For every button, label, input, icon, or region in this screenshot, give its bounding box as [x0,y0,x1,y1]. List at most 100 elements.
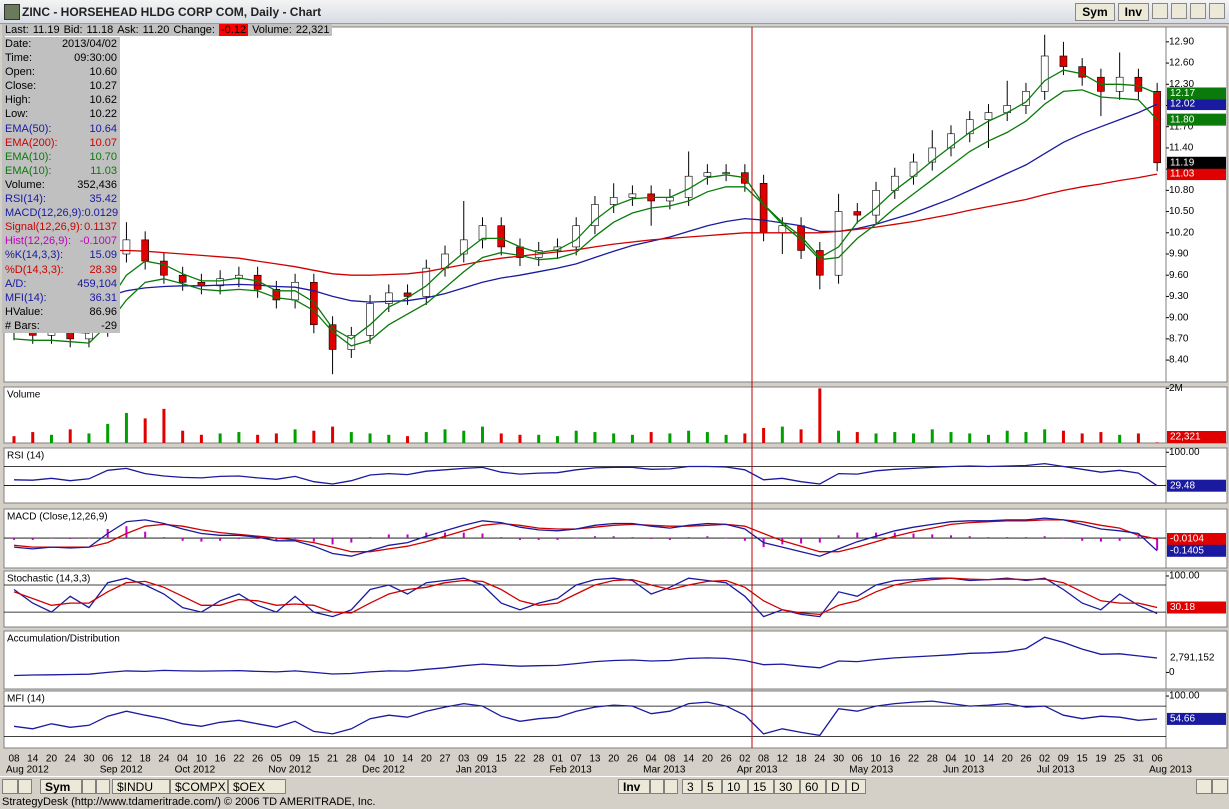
y-tick-label: 12.60 [1169,58,1194,69]
x-tick-label: 26 [1020,754,1032,765]
period-button[interactable]: 15 [748,779,774,794]
histogram-bar [893,532,896,539]
symbol-tab[interactable]: $COMPX [170,779,228,794]
data-label: Signal(12,26,9): [5,221,83,234]
y-tick-label: 8.70 [1169,334,1189,345]
volume-bar [237,432,241,443]
close-button[interactable] [1209,3,1225,19]
data-label: %D(14,3,3): [5,263,64,276]
indicator-line [13,69,1158,340]
last-value-box [1167,532,1226,545]
data-value: 459,104 [77,277,117,290]
inv-button[interactable]: Inv [1117,3,1149,21]
period-button[interactable]: 5 [702,779,722,794]
histogram-bar [162,537,165,539]
interval-button[interactable]: Inv [618,779,650,794]
period-button[interactable]: D [846,779,866,794]
y-tick-label: 100.00 [1169,691,1200,702]
symbol-prev[interactable] [82,779,96,794]
last-value-label: 11.19 [1170,157,1195,168]
volume-bar [874,433,878,443]
histogram-bar [425,532,428,539]
scroll-left[interactable] [1196,779,1212,794]
histogram-bar [500,537,503,539]
last-value-label: -0.1405 [1170,545,1204,556]
histogram-bar [294,538,297,539]
interval-next[interactable] [664,779,678,794]
data-value: 10.22 [89,108,117,121]
volume-bar [649,432,653,443]
data-row: EMA(200): 10.07 [2,136,120,150]
candle-body [816,250,824,276]
symbol-tab[interactable]: $OEX [228,779,286,794]
volume-bar [368,433,372,443]
data-row: Time: 09:30:00 [2,51,120,65]
data-value: 10.60 [89,66,117,79]
x-tick-label: 20 [46,754,58,765]
volume-bar [312,430,316,443]
volume-bar [893,432,897,443]
indicator-line [13,89,1158,347]
last-value-label: 11.80 [1170,114,1195,125]
data-label: Open: [5,66,35,79]
month-label: Feb 2013 [549,765,592,776]
volume-bar [481,426,484,443]
symbol-tab[interactable]: $INDU [112,779,170,794]
indicator-line [13,577,1158,618]
x-tick-label: 06 [102,754,114,765]
x-tick-label: 18 [140,754,152,765]
maximize-button[interactable] [1190,3,1206,19]
x-tick-label: 15 [308,754,320,765]
symbol-button[interactable]: Sym [40,779,82,794]
last-value-box [1167,544,1226,557]
x-tick-label: 04 [945,754,957,765]
quote-value: 11.18 [86,24,114,36]
candle-body [572,225,581,248]
scroll-prev[interactable] [18,779,32,794]
histogram-bar [631,537,634,539]
window-buttons: Sym Inv [1075,3,1225,21]
period-button[interactable]: 3 [682,779,702,794]
month-label: Jun 2013 [943,765,985,776]
month-label: Mar 2013 [643,765,686,776]
histogram-bar [331,538,334,545]
last-value-box [1167,156,1226,169]
histogram-bar [87,538,90,539]
x-tick-label: 14 [27,754,39,765]
data-value: 35.42 [89,193,117,206]
histogram-bar [1081,538,1084,541]
histogram-bar [743,538,746,541]
x-tick-label: 12 [777,754,789,765]
period-button[interactable]: 60 [800,779,826,794]
volume-bar [31,432,35,443]
volume-bar [1061,430,1065,443]
scroll-first[interactable] [2,779,18,794]
last-value-box [1167,113,1226,126]
candle-body [628,193,637,198]
indicator-line [13,462,1158,487]
volume-bar [331,426,335,443]
histogram-bar [481,533,484,539]
period-button[interactable]: D [826,779,846,794]
volume-bar [1136,433,1140,443]
window-title: ZINC - HORSEHEAD HLDG CORP COM, Daily - … [22,5,322,19]
period-button[interactable]: 10 [722,779,748,794]
candle-body [160,260,168,276]
interval-prev[interactable] [650,779,664,794]
data-label: # Bars: [5,319,40,332]
data-label: Volume: [5,178,45,191]
scroll-right[interactable] [1212,779,1228,794]
period-button[interactable]: 30 [774,779,800,794]
candle-body [1078,66,1086,78]
data-row: MFI(14): 36.31 [2,291,120,305]
symbol-next[interactable] [96,779,110,794]
minimize-button[interactable] [1171,3,1187,19]
data-value: 10.27 [89,80,117,93]
data-value: -29 [101,319,117,332]
data-label: MFI(14): [5,291,47,304]
x-tick-label: 26 [721,754,733,765]
detach-button[interactable] [1152,3,1168,19]
month-label: Aug 2012 [6,765,49,776]
sym-button[interactable]: Sym [1075,3,1115,21]
toolbar: Sym $INDU $COMPX $OEX Inv 3 5 10 15 30 60 D D [0,776,1229,797]
